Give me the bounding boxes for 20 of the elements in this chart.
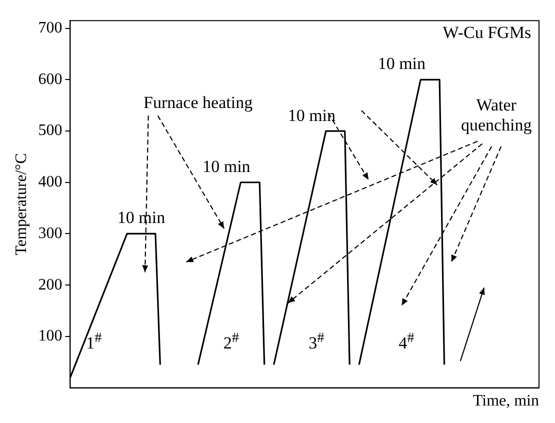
y-tick-label: 300 [38,224,62,242]
y-tick-label: 700 [38,20,62,37]
y-axis-title: Temperature/°C [12,153,30,256]
annotation: 10 min [117,208,166,229]
annotation: Furnace heating [144,92,253,113]
y-tick-label: 100 [38,328,62,345]
x-axis-title: Time, min [472,392,539,410]
annotation: 1$^{#}$ [86,330,102,354]
y-tick-label: 500 [38,122,62,140]
annotation: W-Cu FGMs [442,23,532,44]
annotation: 2$^{#}$ [223,330,239,354]
annotation: 10 min [288,105,336,126]
y-tick-label: 400 [38,174,62,191]
annotation: 4$^{#}$ [398,330,414,354]
annotation: 3$^{#}$ [308,330,324,354]
annotation: 10 min [202,156,250,178]
annotation: 10 min [378,54,426,74]
annotation: Water quenching [460,95,533,136]
y-tick-label: 600 [38,70,62,88]
y-tick-label: 200 [38,276,62,294]
